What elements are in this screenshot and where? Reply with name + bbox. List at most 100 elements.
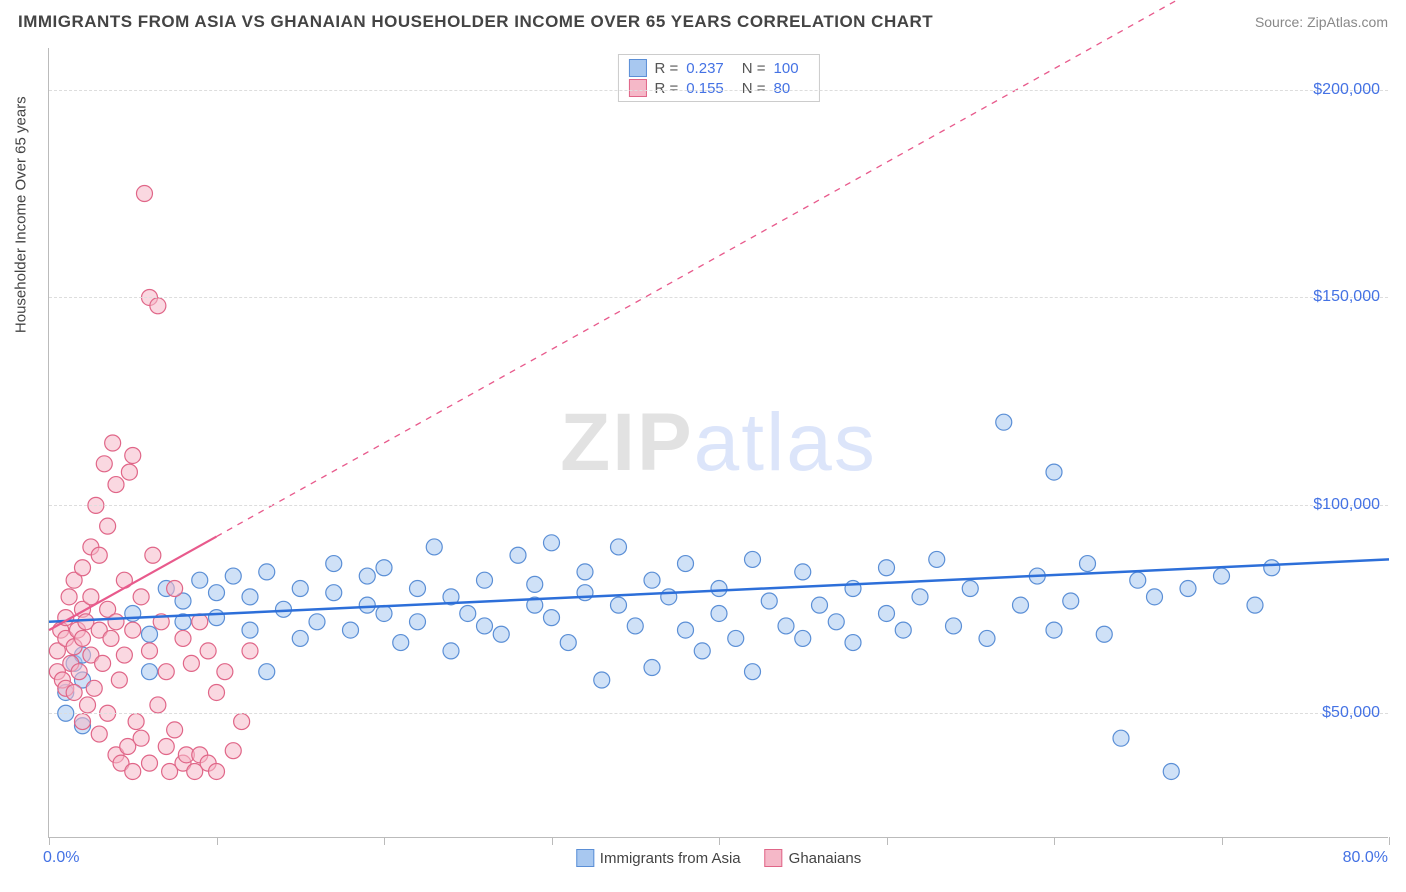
data-point [183,655,199,671]
data-point [121,464,137,480]
legend-swatch [765,849,783,867]
data-point [594,672,610,688]
data-point [1247,597,1263,613]
x-axis-max-label: 80.0% [1343,849,1388,867]
data-point [828,614,844,630]
data-point [1264,560,1280,576]
x-tick [1222,837,1223,845]
grid-line [49,90,1388,91]
data-point [292,630,308,646]
data-point [795,564,811,580]
data-point [1113,730,1129,746]
data-point [276,601,292,617]
data-point [912,589,928,605]
data-point [359,568,375,584]
y-tick-label: $50,000 [1322,704,1380,722]
data-point [234,714,250,730]
data-point [728,630,744,646]
data-point [125,447,141,463]
stat-r-label: R = [654,60,678,77]
stats-legend: R =0.237N =100R =0.155N =80 [617,54,819,102]
data-point [376,560,392,576]
y-tick-label: $200,000 [1313,81,1380,99]
data-point [125,763,141,779]
x-tick [552,837,553,845]
data-point [895,622,911,638]
x-tick [887,837,888,845]
legend-label: Ghanaians [789,850,862,867]
data-point [410,614,426,630]
data-point [1013,597,1029,613]
data-point [103,630,119,646]
data-point [1180,581,1196,597]
data-point [946,618,962,634]
data-point [1147,589,1163,605]
data-point [175,630,191,646]
data-point [100,518,116,534]
x-tick [384,837,385,845]
data-point [80,697,96,713]
data-point [527,576,543,592]
x-tick [1389,837,1390,845]
data-point [91,547,107,563]
data-point [544,610,560,626]
legend-swatch [628,79,646,97]
data-point [225,568,241,584]
legend-bottom: Immigrants from Asia Ghanaians [576,849,861,867]
y-axis-title: Householder Income Over 65 years [13,96,30,333]
x-tick [1054,837,1055,845]
data-point [145,547,161,563]
data-point [1163,763,1179,779]
data-point [108,477,124,493]
data-point [242,622,258,638]
x-tick [217,837,218,845]
data-point [61,589,77,605]
data-point [460,605,476,621]
data-point [108,614,124,630]
data-point [309,614,325,630]
data-point [493,626,509,642]
data-point [1063,593,1079,609]
data-point [1130,572,1146,588]
data-point [326,556,342,572]
data-point [678,556,694,572]
data-point [292,581,308,597]
data-point [343,622,359,638]
x-axis-min-label: 0.0% [43,849,79,867]
data-point [86,680,102,696]
data-point [795,630,811,646]
data-point [477,618,493,634]
data-point [326,585,342,601]
data-point [678,622,694,638]
data-point [133,589,149,605]
stat-r-value: 0.237 [686,60,724,77]
data-point [209,610,225,626]
data-point [611,539,627,555]
chart-title: IMMIGRANTS FROM ASIA VS GHANAIAN HOUSEHO… [18,12,933,32]
legend-item: Immigrants from Asia [576,849,741,867]
data-point [1214,568,1230,584]
data-point [879,560,895,576]
data-point [142,643,158,659]
data-point [644,660,660,676]
stats-legend-row: R =0.155N =80 [628,79,808,97]
data-point [167,581,183,597]
data-point [544,535,560,551]
data-point [142,626,158,642]
data-point [661,589,677,605]
data-point [426,539,442,555]
y-tick-label: $100,000 [1313,496,1380,514]
grid-line [49,297,1388,298]
data-point [96,456,112,472]
data-point [1080,556,1096,572]
data-point [879,605,895,621]
data-point [167,722,183,738]
data-point [644,572,660,588]
data-point [242,589,258,605]
x-tick [49,837,50,845]
chart-source: Source: ZipAtlas.com [1255,14,1388,30]
data-point [75,630,91,646]
x-tick [719,837,720,845]
y-tick-label: $150,000 [1313,288,1380,306]
data-point [359,597,375,613]
